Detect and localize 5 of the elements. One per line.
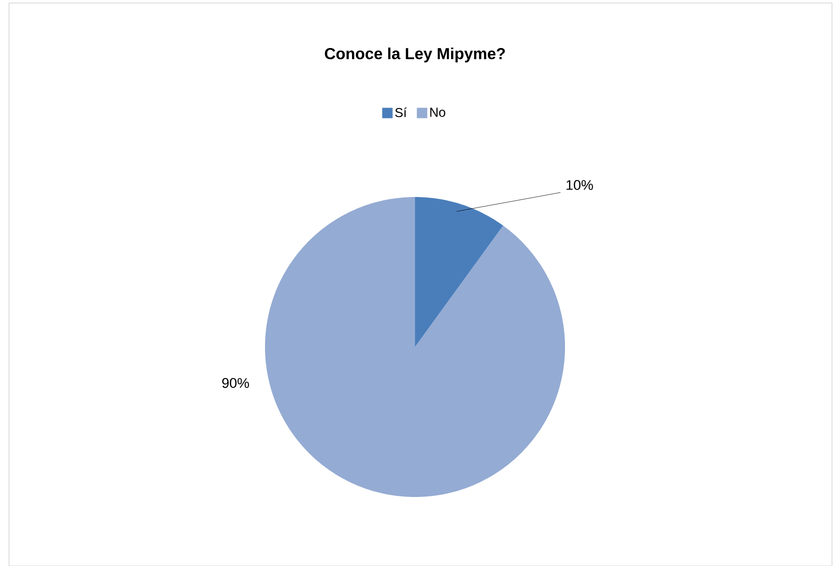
- legend-label: Sí: [395, 107, 407, 118]
- data-label: 10%: [566, 180, 593, 190]
- chart-title: Conoce la Ley Mipyme?: [324, 47, 505, 62]
- data-label: 90%: [222, 378, 249, 388]
- legend-label: No: [430, 108, 446, 117]
